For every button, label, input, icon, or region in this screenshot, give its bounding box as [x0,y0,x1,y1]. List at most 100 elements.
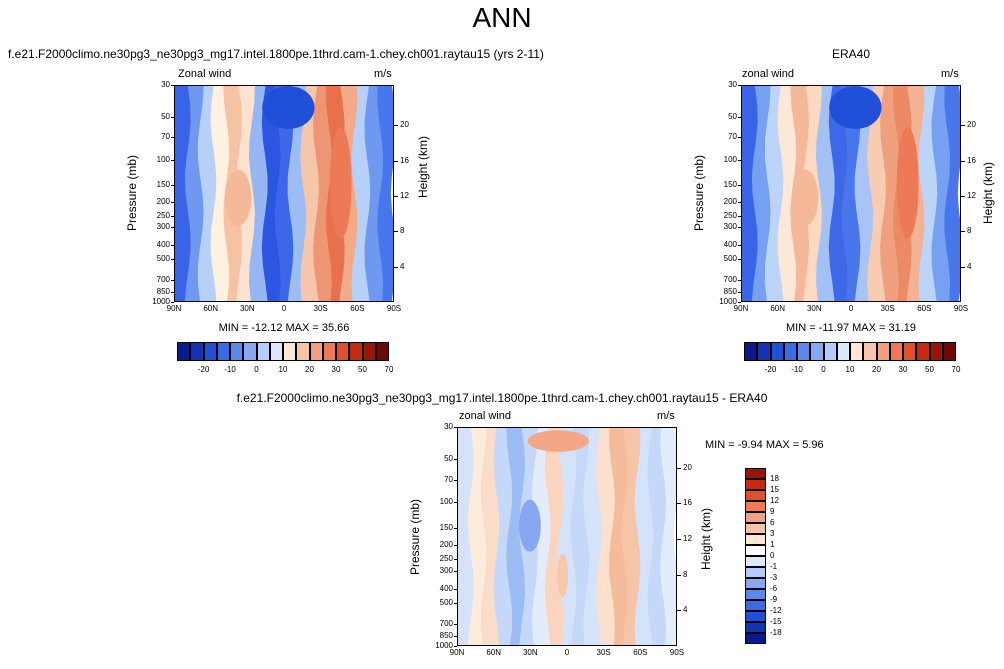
diff-pressure-tickmark-12 [454,646,457,647]
colorbar-2-label-6: 1 [770,540,775,549]
diff-lat-band-12 [609,428,629,645]
obs-lat-band-10 [867,86,887,301]
colorbar-2-cell-3 [745,501,766,512]
colorbar-1-cell-1 [757,342,771,361]
obs-lat-band-1 [751,86,772,301]
colorbar-2-cell-1 [745,479,766,490]
model-stats: MIN = -12.12 MAX = 35.66 [218,322,350,334]
diff-lat-tick-4: 30S [596,648,611,657]
model-pressure-tickmark-2 [171,137,174,139]
diff-pressure-tick-2: 70 [444,474,453,484]
diff-lat-tick-5: 60S [633,648,648,657]
diff-variable-label: zonal wind [459,410,511,422]
colorbar-2-label-13: -15 [770,617,782,626]
model-lat-band-10 [300,86,320,301]
obs-pressure-tickmark-8 [738,245,741,247]
diff-pressure-tick-3: 100 [439,497,453,507]
obs-height-tickmark-1 [961,160,965,162]
model-pressure-tickmark-8 [171,245,174,247]
obs-height-tick-3: 8 [967,226,972,236]
diff-lat-tick-6: 90S [669,648,685,657]
colorbar-1-cell-3 [783,342,797,361]
obs-pressure-tick-7: 300 [723,222,737,232]
colorbar-1-cell-6 [823,342,837,361]
colorbar-2-label-5: 3 [770,529,775,538]
model-pressure-tick-7: 300 [156,222,170,232]
model-tropical-easterly [262,86,315,129]
colorbar-0-cell-1 [190,342,204,361]
model-pressure-tick-1: 50 [161,111,170,121]
obs-pressure-tick-6: 250 [723,211,737,221]
model-lat-band-3 [210,86,230,301]
colorbar-0-cell-7 [269,342,283,361]
colorbar-2-label-9: -3 [770,573,778,582]
diff-pressure-tickmark-8 [454,588,457,590]
model-pressure-tick-12: 1000 [152,297,170,306]
model-lat-tick-6: 90S [386,304,402,313]
colorbar-1-cell-8 [850,342,864,361]
diff-height-tickmark-3 [677,574,681,576]
diff-pressure-tick-10: 700 [439,618,453,628]
diff-lat-band-1 [467,428,488,645]
colorbar-1-cell-11 [889,342,903,361]
obs-lat-band-0 [742,86,759,301]
colorbar-0-label-2: 0 [254,365,259,374]
obs-variable-label: zonal wind [742,68,794,80]
obs-nh-jet-core [792,169,819,226]
colorbar-1-cell-0 [744,342,758,361]
diff-pressure-tickmark-4 [454,527,457,529]
colorbar-1-label-7: 70 [951,365,961,374]
colorbar-1-label-0: -20 [764,365,777,374]
model-pressure-tickmark-6 [171,216,174,218]
obs-sh-jet-core [896,126,919,239]
colorbar-1-cell-4 [797,342,811,361]
diff-lat-band-10 [583,428,603,645]
obs-ylabel-right: Height (km) [981,162,995,225]
obs-lat-tick-6: 90S [953,304,969,313]
model-height-tick-4: 4 [400,261,405,271]
model-lat-tick-0: 90N [166,304,182,313]
colorbar-1-label-2: 0 [821,365,826,374]
diff-pressure-tickmark-9 [454,602,457,604]
model-pressure-tickmark-5 [171,202,174,204]
colorbar-0-cell-15 [375,342,389,361]
model-ylabel: Pressure (mb) [125,155,139,232]
obs-lat-band-11 [880,86,900,301]
diff-negative-anomaly [519,499,541,552]
obs-height-tick-2: 12 [967,190,976,200]
diff-pressure-tick-12: 1000 [435,641,453,650]
colorbar-1-label-4: 20 [872,365,881,374]
diff-pressure-tickmark-11 [454,635,457,637]
colorbar-2-cell-8 [745,556,766,567]
diff-pressure-tickmark-5 [454,545,457,547]
diff-pressure-tickmark-10 [454,623,457,625]
colorbar-1-cell-5 [810,342,824,361]
diff-lat-tick-1: 60N [486,648,501,657]
diff-lat-band-4 [506,428,526,645]
colorbar-1-cell-12 [903,342,917,361]
diff-height-tick-4: 4 [683,605,688,615]
diff-pressure-tick-7: 300 [439,565,453,575]
obs-lat-tick-4: 30S [880,304,895,313]
model-height-tick-2: 12 [400,190,409,200]
obs-pressure-tick-8: 400 [723,240,737,250]
model-pressure-tickmark-4 [171,184,174,186]
diff-height-tick-3: 8 [683,569,688,579]
colorbar-2-cell-4 [745,512,766,523]
model-pressure-tickmark-0 [171,85,174,86]
model-pressure-tickmark-11 [171,291,174,293]
colorbar-2-label-8: -1 [770,562,778,571]
diff-pressure-tick-11: 850 [439,630,453,640]
model-pressure-tick-3: 100 [156,154,170,164]
colorbar-2-cell-11 [745,589,766,600]
obs-lat-band-3 [777,86,797,301]
diff-height-tickmark-0 [677,467,681,469]
model-panel-title: f.e21.F2000climo.ne30pg3_ne30pg3_mg17.in… [8,47,544,61]
diff-pressure-tickmark-1 [454,458,457,460]
colorbar-2-label-10: -6 [770,584,778,593]
obs-pressure-tick-4: 150 [723,179,737,189]
obs-pressure-tickmark-4 [738,184,741,186]
model-pressure-tick-11: 850 [156,286,170,296]
diff-pressure-tick-8: 400 [439,583,453,593]
diff-positive-anomaly [557,553,569,598]
